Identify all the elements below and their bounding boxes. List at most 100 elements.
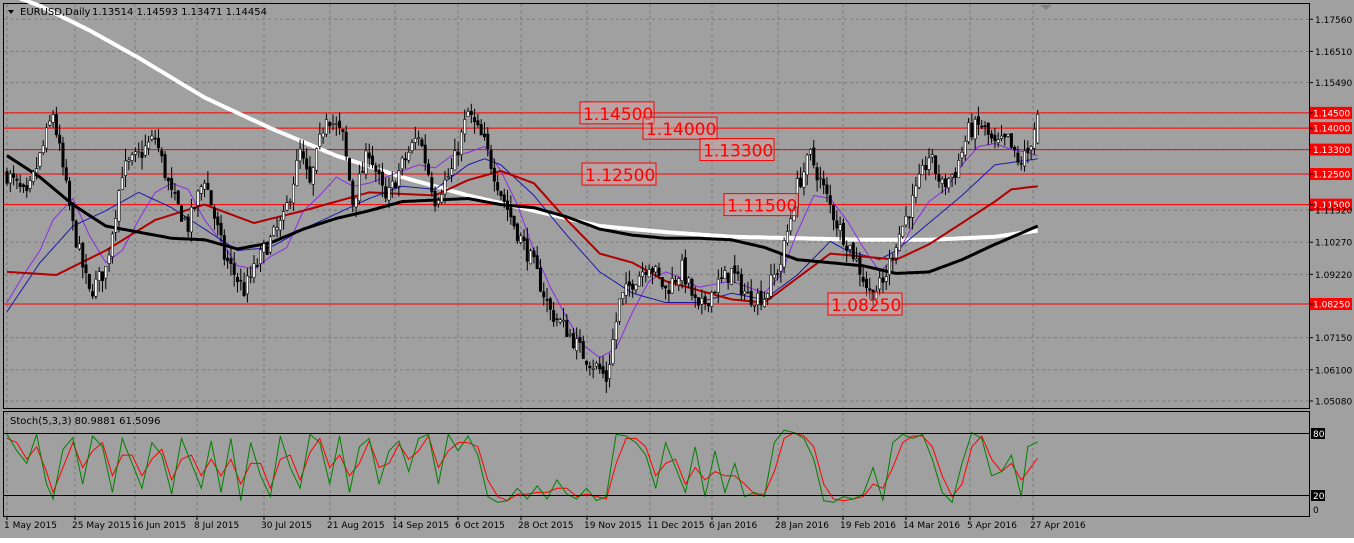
candle-body <box>81 242 85 268</box>
x-tick-label: 25 May 2015 <box>72 521 131 531</box>
candle-body <box>354 197 358 208</box>
candle-body <box>716 278 720 293</box>
candle-body <box>545 299 549 301</box>
candle-body <box>282 211 286 221</box>
shift-marker-icon[interactable] <box>1040 5 1052 10</box>
candle-body <box>957 160 961 179</box>
x-tick-label: 19 Feb 2016 <box>840 521 896 531</box>
candle-body <box>324 119 328 135</box>
stoch-level-0-label: 0 <box>1313 506 1319 516</box>
candle-body <box>489 150 493 169</box>
candle-body <box>845 245 849 251</box>
candle-body <box>894 247 898 259</box>
level-label: 1.08250 <box>831 296 901 316</box>
candle-body <box>387 187 391 201</box>
candle-body <box>446 176 450 179</box>
level-label-box[interactable] <box>723 193 799 217</box>
x-tick-label: 14 Mar 2016 <box>903 521 960 531</box>
candle-body <box>272 226 276 236</box>
candle-body <box>598 363 602 370</box>
candle-body <box>782 240 786 268</box>
ohlc-values: 1.13514 1.14593 1.13471 1.14454 <box>92 7 267 18</box>
candle-body <box>617 298 621 322</box>
level-label-box[interactable] <box>581 162 657 186</box>
candle-body <box>594 363 598 367</box>
candle-body <box>588 365 592 368</box>
candle-body <box>614 321 618 341</box>
candle-body <box>565 319 569 338</box>
candle-body <box>285 202 289 211</box>
candle-body <box>792 208 796 222</box>
candle-body <box>28 180 32 189</box>
candle-body <box>891 257 895 260</box>
candle-body <box>1029 146 1033 151</box>
candle-body <box>970 122 974 138</box>
level-price-tag-label: 1.11500 <box>1313 201 1350 211</box>
x-tick-label: 27 Apr 2016 <box>1030 521 1086 531</box>
candle-body <box>693 294 697 299</box>
candle-body <box>321 132 325 138</box>
level-label-box[interactable] <box>699 138 775 162</box>
candle-body <box>64 167 68 181</box>
candle-body <box>318 133 322 147</box>
candle-body <box>176 190 180 204</box>
x-tick-label: 16 Jun 2015 <box>132 521 186 531</box>
candle-body <box>733 265 737 274</box>
candle-body <box>703 296 707 304</box>
candle-body <box>591 368 595 370</box>
candle-body <box>769 274 773 297</box>
candle-body <box>660 277 664 288</box>
level-price-tag-label: 1.14000 <box>1313 125 1350 135</box>
stoch-level-20-label: 20 <box>1313 492 1325 502</box>
candle-body <box>789 218 793 232</box>
candle-body <box>371 155 375 165</box>
candle-body <box>196 190 200 206</box>
candle-body <box>91 291 95 297</box>
candle-body <box>967 122 971 142</box>
candle-body <box>1009 133 1013 148</box>
candle-body <box>403 158 407 161</box>
level-label-box[interactable] <box>827 292 903 316</box>
candle-body <box>117 190 121 222</box>
candle-body <box>357 173 361 202</box>
level-label-box[interactable] <box>642 116 718 140</box>
candle-body <box>94 278 98 297</box>
candle-body <box>400 157 404 170</box>
candle-body <box>456 151 460 156</box>
x-tick-label: 30 Jul 2015 <box>261 521 312 531</box>
x-tick-label: 5 Apr 2016 <box>967 521 1017 531</box>
candle-body <box>604 370 608 382</box>
candle-body <box>127 159 131 162</box>
candle-body <box>163 154 167 178</box>
candle-body <box>87 273 91 289</box>
candle-body <box>825 184 829 194</box>
candle-body <box>927 157 931 170</box>
level-price-tag <box>1310 198 1352 211</box>
candle-body <box>209 190 213 206</box>
candle-body <box>212 207 216 219</box>
candle-body <box>183 217 187 220</box>
candle-body <box>624 283 628 296</box>
candle-body <box>219 222 223 236</box>
collapse-triangle-icon[interactable] <box>8 10 14 14</box>
candle-body <box>677 278 681 286</box>
candle-body <box>482 133 486 138</box>
candle-body <box>459 131 463 156</box>
candle-body <box>440 194 444 203</box>
candle-body <box>291 183 295 204</box>
candle-body <box>759 290 763 306</box>
candle-body <box>937 174 941 182</box>
candle-body <box>450 168 454 176</box>
level-label-box[interactable] <box>579 101 655 125</box>
candle-body <box>868 288 872 291</box>
candle-body <box>48 120 52 126</box>
candle-body <box>133 151 137 155</box>
candle-body <box>947 178 951 189</box>
level-price-tag-label: 1.12500 <box>1313 171 1350 181</box>
x-tick-label: 19 Nov 2015 <box>584 521 642 531</box>
candle-body <box>930 154 934 158</box>
candle-body <box>914 185 918 198</box>
level-labels[interactable]: 1.145001.145001.140001.140001.133001.133… <box>579 101 1352 316</box>
